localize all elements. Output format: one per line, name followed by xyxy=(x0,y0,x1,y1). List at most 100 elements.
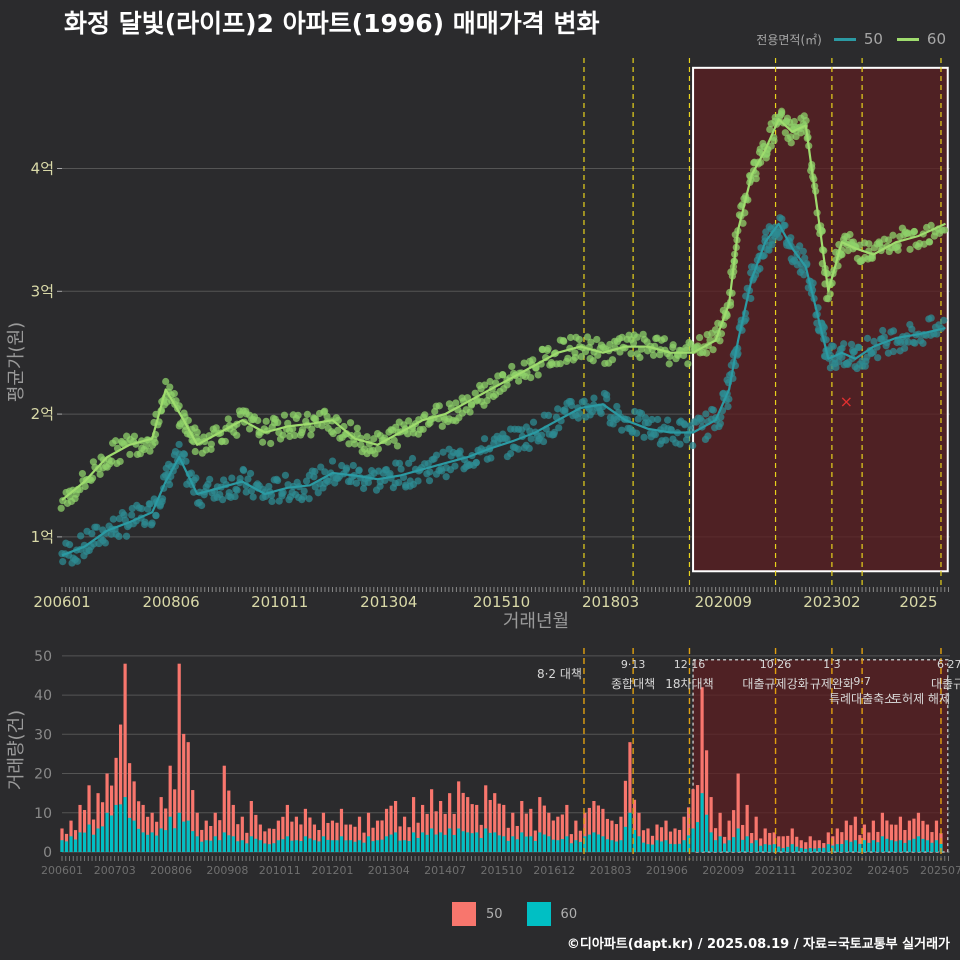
price-point-60 xyxy=(96,470,104,478)
volume-bar-50 xyxy=(587,807,591,852)
policy-label: 대출규제 xyxy=(931,677,960,691)
volume-bar-60 xyxy=(105,812,109,852)
volume-bar-50 xyxy=(813,840,817,852)
volume-bar-50 xyxy=(411,797,416,852)
price-point-60 xyxy=(694,342,702,350)
volume-y-tick-label: 10 xyxy=(34,806,52,822)
volume-bar-60 xyxy=(880,836,884,852)
volume-bar-50 xyxy=(240,816,244,852)
volume-bar-60 xyxy=(344,840,348,852)
price-point-60 xyxy=(254,416,262,425)
volume-bar-60 xyxy=(200,841,204,852)
volume-bar-50 xyxy=(186,742,190,852)
volume-bar-60 xyxy=(470,833,474,852)
price-point-50 xyxy=(575,409,584,418)
volume-bar-60 xyxy=(236,841,240,852)
volume-bar-50 xyxy=(96,793,100,852)
volume-bar-50 xyxy=(907,820,912,852)
volume-x-tick-label: 202302 xyxy=(811,864,853,877)
volume-bar-50 xyxy=(146,816,150,852)
volume-bar-60 xyxy=(903,842,907,852)
price-point-60 xyxy=(274,418,282,427)
price-point-50 xyxy=(138,505,146,513)
price-point-60 xyxy=(233,431,241,439)
price-point-50 xyxy=(328,457,337,465)
policy-extra-label: 토허제 해제 xyxy=(891,692,950,706)
volume-bar-50 xyxy=(294,816,298,852)
volume-x-tick-label: 200703 xyxy=(94,864,136,877)
volume-bar-50 xyxy=(384,808,389,852)
price-point-50 xyxy=(115,532,123,540)
volume-bar-50 xyxy=(439,801,443,852)
volume-bar-60 xyxy=(82,832,87,852)
price-point-60 xyxy=(627,350,635,358)
price-point-50 xyxy=(725,395,733,403)
volume-bar-60 xyxy=(592,832,596,852)
volume-bar-50 xyxy=(903,830,907,852)
policy-label: 규제완화 xyxy=(810,677,854,691)
volume-x-tick-label: 200806 xyxy=(150,864,192,877)
volume-bar-50 xyxy=(303,808,308,852)
volume-bar-50 xyxy=(529,808,533,852)
volume-bar-60 xyxy=(574,840,578,852)
bar-legend-label-50: 50 xyxy=(486,906,503,922)
volume-bar-60 xyxy=(195,836,199,852)
legend-title: 전용면적(㎡) xyxy=(756,32,822,47)
volume-bar-50 xyxy=(700,687,704,852)
price-point-60 xyxy=(308,425,316,433)
policy-date-label: 6·27 xyxy=(937,658,960,671)
volume-bar-60 xyxy=(700,793,704,852)
volume-bar-50 xyxy=(831,836,835,852)
volume-bar-60 xyxy=(862,840,866,852)
price-point-60 xyxy=(405,417,413,425)
volume-bar-50 xyxy=(213,812,217,852)
volume-bar-50 xyxy=(741,824,745,852)
price-point-50 xyxy=(451,462,459,470)
volume-bar-50 xyxy=(664,820,668,852)
volume-bar-60 xyxy=(565,836,569,852)
price-point-50 xyxy=(781,221,789,229)
price-point-60 xyxy=(419,425,427,433)
volume-bar-60 xyxy=(659,841,664,852)
volume-bar-50 xyxy=(578,830,582,852)
volume-bar-50 xyxy=(267,828,271,852)
volume-bar-60 xyxy=(254,838,258,852)
volume-bar-60 xyxy=(281,839,285,852)
volume-bar-60 xyxy=(402,840,407,852)
volume-bar-50 xyxy=(308,817,312,852)
volume-x-tick-label: 200908 xyxy=(206,864,248,877)
volume-y-tick-label: 20 xyxy=(34,767,52,783)
volume-bar-60 xyxy=(885,838,889,852)
policy-date-label: 9·7 xyxy=(853,675,871,688)
price-point-50 xyxy=(590,394,598,402)
volume-bar-50 xyxy=(353,826,357,852)
volume-bar-50 xyxy=(348,824,353,852)
volume-bar-60 xyxy=(191,831,195,852)
volume-bar-50 xyxy=(709,797,713,852)
price-point-50 xyxy=(911,339,919,347)
volume-x-tick-label: 200601 xyxy=(41,864,83,877)
volume-bar-50 xyxy=(285,804,289,852)
volume-bar-60 xyxy=(218,840,222,852)
volume-bar-50 xyxy=(637,812,641,852)
volume-bar-60 xyxy=(781,848,785,852)
volume-bar-50 xyxy=(677,829,682,852)
price-point-60 xyxy=(889,231,897,239)
volume-bar-60 xyxy=(267,844,271,852)
price-point-60 xyxy=(894,246,902,254)
price-x-tick-label: 200601 xyxy=(33,593,90,611)
price-point-60 xyxy=(702,349,711,357)
volume-bar-50 xyxy=(727,820,731,852)
volume-bar-60 xyxy=(312,840,317,852)
price-point-50 xyxy=(554,405,562,413)
volume-bar-60 xyxy=(146,834,150,852)
price-point-50 xyxy=(240,466,248,475)
volume-bar-60 xyxy=(673,844,677,852)
volume-bar-50 xyxy=(461,792,465,852)
volume-bar-50 xyxy=(601,808,605,852)
price-point-50 xyxy=(588,408,597,416)
volume-bar-60 xyxy=(375,840,380,852)
volume-bar-50 xyxy=(862,824,866,852)
price-point-60 xyxy=(926,238,934,246)
volume-bar-60 xyxy=(231,836,235,852)
